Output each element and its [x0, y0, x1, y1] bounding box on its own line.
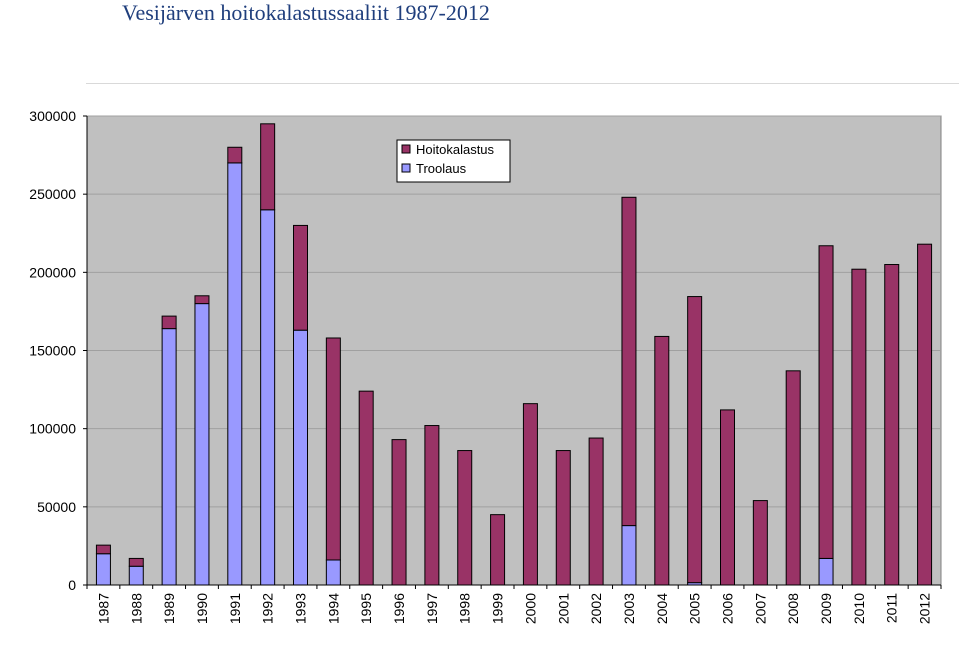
x-tick-label-1993: 1993: [293, 593, 309, 624]
bar-hoitokalastus-1990: [194, 295, 210, 305]
legend-box: [396, 139, 511, 183]
x-tick-label-2004: 2004: [654, 593, 670, 624]
bar-troolaus-1990: [194, 303, 210, 586]
bar-troolaus-1993: [293, 329, 308, 586]
bar-troolaus-1992: [260, 209, 276, 586]
bar-hoitokalastus-2006: [720, 409, 735, 586]
bar-troolaus-2003: [621, 525, 637, 586]
legend-label-troolaus: Troolaus: [416, 161, 467, 176]
bar-hoitokalastus-2000: [522, 403, 538, 586]
bar-hoitokalastus-1999: [490, 514, 506, 586]
bar-hoitokalastus-1997: [424, 425, 440, 586]
bar-hoitokalastus-2003: [621, 196, 637, 527]
legend-swatch-troolaus: [401, 163, 411, 173]
bar-hoitokalastus-2008: [785, 370, 801, 586]
bar-hoitokalastus-2009: [818, 245, 834, 559]
x-tick-label-1987: 1987: [95, 593, 111, 624]
x-tick-label-2000: 2000: [522, 593, 538, 624]
bar-hoitokalastus-2002: [588, 437, 604, 586]
bar-hoitokalastus-1989: [161, 315, 177, 330]
x-tick-label-1994: 1994: [325, 593, 341, 624]
x-tick-label-2001: 2001: [555, 593, 571, 624]
x-tick-label-1999: 1999: [490, 593, 506, 624]
x-tick-label-2002: 2002: [588, 593, 604, 624]
x-tick-label-1988: 1988: [128, 593, 144, 624]
y-tick-label-0: 0: [68, 577, 76, 593]
x-tick-label-1991: 1991: [227, 593, 243, 624]
x-tick-label-1989: 1989: [161, 593, 177, 624]
bar-hoitokalastus-1995: [358, 390, 374, 586]
bar-hoitokalastus-1998: [457, 450, 473, 586]
bar-hoitokalastus-1991: [227, 146, 243, 164]
bar-hoitokalastus-2010: [851, 268, 867, 586]
y-tick-label-50000: 50000: [37, 499, 76, 515]
y-tick-label-300000: 300000: [29, 108, 76, 124]
x-tick-label-2012: 2012: [917, 593, 933, 624]
y-tick-label-100000: 100000: [29, 421, 76, 437]
x-tick-label-1996: 1996: [391, 593, 407, 624]
bar-troolaus-1994: [325, 559, 341, 586]
x-tick-label-1997: 1997: [424, 593, 440, 624]
bar-hoitokalastus-1988: [128, 557, 144, 567]
bar-hoitokalastus-2004: [654, 335, 670, 586]
chart-title: Vesijärven hoitokalastussaaliit 1987-201…: [122, 0, 490, 25]
bar-troolaus-1989: [161, 328, 177, 586]
x-tick-label-2009: 2009: [818, 593, 834, 624]
bar-hoitokalastus-2011: [884, 264, 900, 586]
x-tick-label-2010: 2010: [851, 593, 867, 624]
legend-swatch-hoitokalastus: [401, 144, 411, 154]
bar-hoitokalastus-2007: [752, 500, 768, 586]
x-tick-label-2011: 2011: [884, 593, 900, 623]
x-tick-label-2008: 2008: [785, 593, 801, 624]
y-tick-label-150000: 150000: [29, 343, 76, 359]
x-tick-label-1995: 1995: [358, 593, 374, 624]
y-tick-label-250000: 250000: [29, 186, 76, 202]
bar-hoitokalastus-1987: [95, 544, 111, 555]
bar-hoitokalastus-2012: [917, 243, 933, 586]
x-tick-label-1992: 1992: [260, 593, 276, 624]
x-tick-label-1998: 1998: [457, 593, 473, 624]
legend-label-hoitokalastus: Hoitokalastus: [416, 142, 495, 157]
x-tick-label-2003: 2003: [621, 593, 637, 624]
bar-hoitokalastus-1992: [260, 123, 276, 211]
bar-hoitokalastus-2005: [687, 296, 703, 584]
bar-hoitokalastus-2001: [555, 450, 571, 586]
bar-troolaus-2009: [818, 557, 834, 586]
bar-troolaus-1991: [227, 162, 243, 586]
bar-hoitokalastus-1993: [293, 224, 308, 331]
y-tick-label-200000: 200000: [29, 264, 76, 280]
bar-hoitokalastus-1994: [325, 337, 341, 561]
x-tick-label-2006: 2006: [720, 593, 736, 624]
x-tick-label-2005: 2005: [687, 593, 703, 624]
x-tick-label-1990: 1990: [194, 593, 210, 624]
x-tick-label-2007: 2007: [752, 593, 768, 624]
bar-hoitokalastus-1996: [391, 439, 407, 586]
bar-troolaus-1988: [128, 565, 144, 586]
header-divider: [86, 83, 959, 84]
bar-troolaus-1987: [95, 553, 111, 586]
